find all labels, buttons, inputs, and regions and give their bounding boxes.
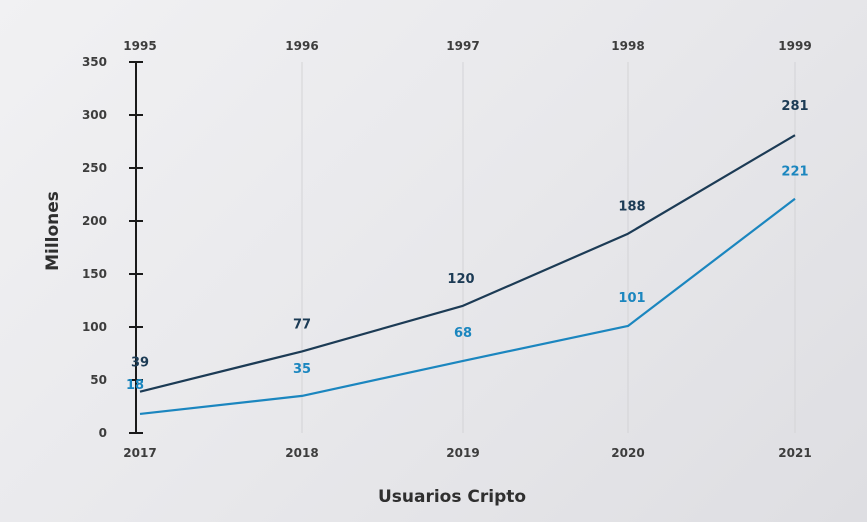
- grid-lines: [301, 62, 796, 433]
- top-tick-label: 1999: [778, 39, 811, 53]
- series-group: [139, 134, 796, 416]
- data-labels: 39 77 120 188 281 18 35 68 101 221: [126, 99, 809, 393]
- data-label: 39: [131, 356, 149, 371]
- data-label: 188: [618, 200, 645, 215]
- y-axis: 0 50 100 150 200 250 300 350: [82, 55, 143, 440]
- series-line-2: [139, 197, 796, 416]
- data-label: 120: [447, 272, 474, 287]
- x-tick-label: 2020: [611, 446, 644, 460]
- data-label: 281: [781, 99, 808, 114]
- top-axis: 1995 1996 1997 1998 1999: [123, 39, 811, 53]
- y-tick-label: 100: [82, 320, 107, 334]
- y-tick-label: 0: [99, 426, 107, 440]
- y-tick-label: 250: [82, 161, 107, 175]
- x-tick-label: 2019: [446, 446, 479, 460]
- y-tick-label: 300: [82, 108, 107, 122]
- y-tick-label: 150: [82, 267, 107, 281]
- y-tick-label: 350: [82, 55, 107, 69]
- data-label: 35: [293, 362, 311, 377]
- data-label: 101: [618, 291, 645, 306]
- data-label: 221: [781, 165, 808, 180]
- y-tick-label: 50: [90, 373, 107, 387]
- x-axis: 2017 2018 2019 2020 2021: [123, 446, 811, 460]
- top-tick-label: 1996: [285, 39, 318, 53]
- top-tick-label: 1997: [446, 39, 479, 53]
- data-label: 68: [454, 326, 472, 341]
- y-tick-label: 200: [82, 214, 107, 228]
- y-axis-title: Millones: [43, 191, 63, 271]
- x-tick-label: 2017: [123, 446, 156, 460]
- series-line-1: [139, 134, 796, 393]
- top-tick-label: 1998: [611, 39, 644, 53]
- x-axis-title: Usuarios Cripto: [378, 487, 526, 507]
- data-label: 18: [126, 378, 144, 393]
- top-tick-label: 1995: [123, 39, 156, 53]
- data-label: 77: [293, 317, 311, 332]
- x-tick-label: 2021: [778, 446, 811, 460]
- x-tick-label: 2018: [285, 446, 318, 460]
